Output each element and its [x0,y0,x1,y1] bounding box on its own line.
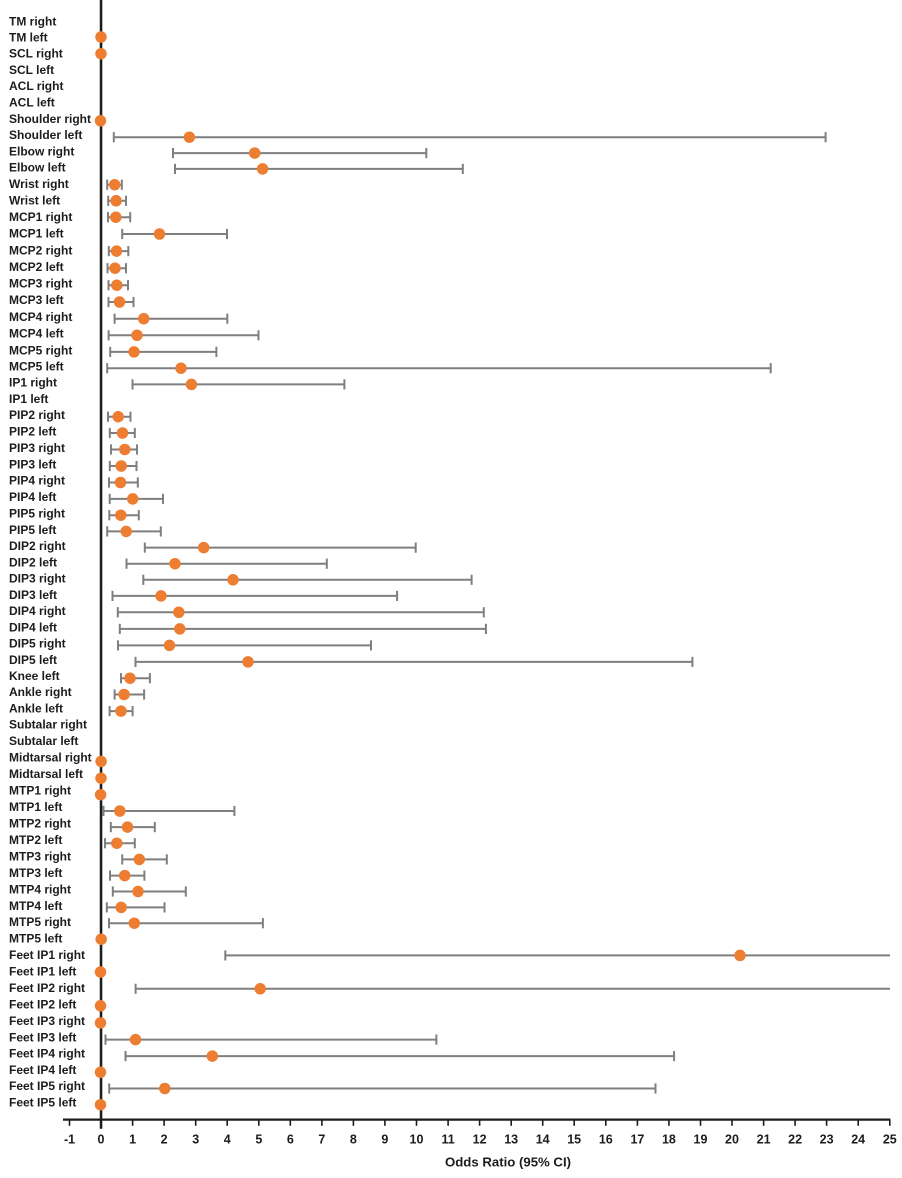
svg-text:Subtalar left: Subtalar left [9,734,78,748]
svg-text:15: 15 [567,1133,581,1147]
svg-text:Feet IP5 left: Feet IP5 left [9,1095,76,1109]
svg-text:24: 24 [851,1133,865,1147]
svg-text:MCP2 left: MCP2 left [9,260,64,274]
svg-text:SCL right: SCL right [9,47,63,61]
svg-text:PIP3 left: PIP3 left [9,457,56,471]
svg-text:0: 0 [98,1133,105,1147]
svg-text:MTP4 left: MTP4 left [9,899,62,913]
svg-text:Feet IP3 right: Feet IP3 right [9,1014,85,1028]
svg-text:MCP2 right: MCP2 right [9,243,72,257]
svg-text:MTP1 left: MTP1 left [9,800,62,814]
svg-text:Feet IP5 right: Feet IP5 right [9,1079,85,1093]
svg-text:4: 4 [224,1133,231,1147]
svg-text:MCP1 left: MCP1 left [9,227,64,241]
svg-text:PIP5 right: PIP5 right [9,507,65,521]
svg-text:ACL left: ACL left [9,96,55,110]
svg-text:Feet IP1 right: Feet IP1 right [9,948,85,962]
svg-text:7: 7 [318,1133,325,1147]
svg-text:2: 2 [161,1133,168,1147]
svg-text:TM left: TM left [9,30,48,44]
svg-text:Shoulder right: Shoulder right [9,112,91,126]
svg-text:DIP3 left: DIP3 left [9,588,57,602]
svg-text:MTP2 right: MTP2 right [9,816,71,830]
svg-text:DIP4 right: DIP4 right [9,604,66,618]
svg-text:18: 18 [662,1133,676,1147]
svg-text:PIP5 left: PIP5 left [9,523,56,537]
svg-text:Feet IP2 left: Feet IP2 left [9,998,76,1012]
svg-text:10: 10 [410,1133,424,1147]
svg-text:21: 21 [757,1133,771,1147]
svg-text:MCP5 right: MCP5 right [9,343,72,357]
svg-text:MTP5 left: MTP5 left [9,932,62,946]
svg-text:TM right: TM right [9,15,56,29]
svg-text:IP1 left: IP1 left [9,392,48,406]
svg-text:MCP3 left: MCP3 left [9,293,64,307]
svg-text:DIP2 right: DIP2 right [9,539,66,553]
svg-text:Midtarsal left: Midtarsal left [9,767,83,781]
svg-text:Subtalar right: Subtalar right [9,718,87,732]
svg-text:DIP4 left: DIP4 left [9,621,57,635]
svg-text:Ankle left: Ankle left [9,701,63,715]
svg-text:9: 9 [381,1133,388,1147]
svg-text:1: 1 [129,1133,136,1147]
svg-text:MCP4 right: MCP4 right [9,310,72,324]
svg-text:MCP1 right: MCP1 right [9,210,72,224]
svg-text:Knee left: Knee left [9,669,60,683]
svg-text:14: 14 [536,1133,550,1147]
svg-text:13: 13 [504,1133,518,1147]
svg-text:Feet IP3 left: Feet IP3 left [9,1030,76,1044]
svg-text:Feet IP4 right: Feet IP4 right [9,1047,85,1061]
svg-text:MCP3 right: MCP3 right [9,277,72,291]
svg-text:SCL left: SCL left [9,63,54,77]
svg-text:23: 23 [820,1133,834,1147]
svg-text:PIP3 right: PIP3 right [9,441,65,455]
svg-text:DIP5 left: DIP5 left [9,653,57,667]
svg-text:MCP5 left: MCP5 left [9,360,64,374]
svg-text:5: 5 [255,1133,262,1147]
svg-text:8: 8 [350,1133,357,1147]
svg-text:6: 6 [287,1133,294,1147]
svg-text:Elbow left: Elbow left [9,161,66,175]
svg-text:12: 12 [473,1133,487,1147]
svg-text:Ankle right: Ankle right [9,685,72,699]
svg-text:Feet IP2 right: Feet IP2 right [9,981,85,995]
svg-text:MCP4 left: MCP4 left [9,327,64,341]
svg-text:25: 25 [883,1133,897,1147]
svg-text:MTP4 right: MTP4 right [9,882,71,896]
svg-text:Shoulder left: Shoulder left [9,128,82,142]
svg-text:MTP3 left: MTP3 left [9,866,62,880]
svg-text:PIP4 left: PIP4 left [9,490,56,504]
svg-text:PIP2 left: PIP2 left [9,425,56,439]
svg-text:MTP5 right: MTP5 right [9,915,71,929]
svg-text:Wrist left: Wrist left [9,194,60,208]
svg-text:DIP5 right: DIP5 right [9,637,66,651]
svg-text:ACL right: ACL right [9,79,63,93]
svg-text:Elbow right: Elbow right [9,144,74,158]
svg-text:11: 11 [441,1133,454,1147]
svg-text:PIP2 right: PIP2 right [9,408,65,422]
svg-text:Odds Ratio (95% CI): Odds Ratio (95% CI) [445,1155,571,1170]
svg-text:-1: -1 [64,1133,75,1147]
svg-text:22: 22 [788,1133,802,1147]
svg-text:16: 16 [599,1133,613,1147]
svg-text:DIP2 left: DIP2 left [9,555,57,569]
svg-text:3: 3 [192,1133,199,1147]
svg-text:Feet IP4 left: Feet IP4 left [9,1063,76,1077]
svg-text:Midtarsal right: Midtarsal right [9,750,92,764]
svg-text:19: 19 [694,1133,708,1147]
svg-text:MTP2 left: MTP2 left [9,833,62,847]
svg-text:MTP3 right: MTP3 right [9,849,71,863]
svg-text:IP1 right: IP1 right [9,376,57,390]
svg-text:DIP3 right: DIP3 right [9,572,66,586]
svg-text:17: 17 [630,1133,644,1147]
svg-text:Wrist right: Wrist right [9,177,69,191]
svg-text:20: 20 [725,1133,739,1147]
svg-text:PIP4 right: PIP4 right [9,474,65,488]
svg-text:MTP1 right: MTP1 right [9,783,71,797]
svg-text:Feet IP1 left: Feet IP1 left [9,965,76,979]
